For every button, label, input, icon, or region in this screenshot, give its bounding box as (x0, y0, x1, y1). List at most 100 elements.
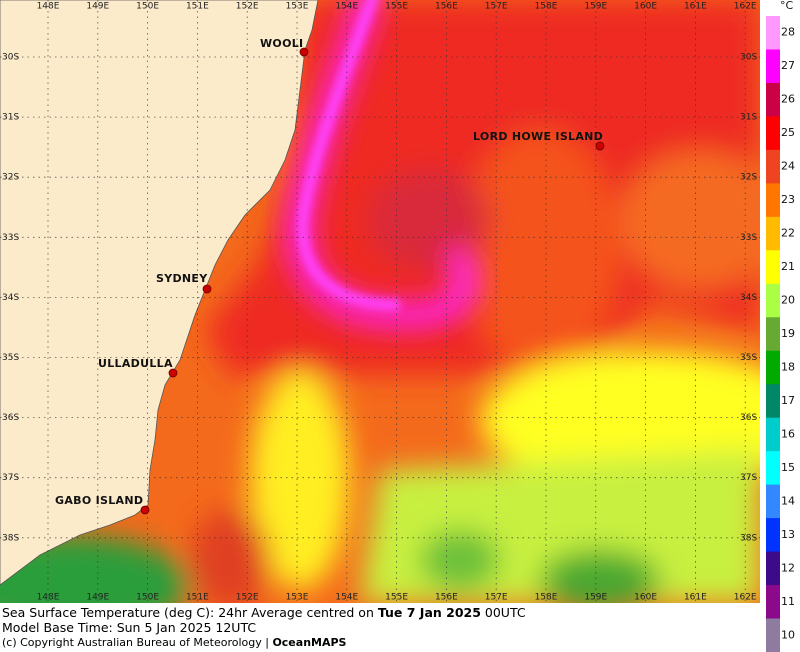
colorbar-label: 13 (781, 528, 795, 541)
place-marker (168, 368, 178, 378)
lon-label: 161E (684, 2, 707, 12)
colorbar-segment (766, 317, 780, 352)
colorbar-label: 27 (781, 59, 795, 72)
lon-label: 161E (684, 593, 707, 603)
lat-label: 34S (740, 293, 757, 303)
lon-label: 152E (236, 593, 259, 603)
caption-time: 00UTC (484, 605, 526, 620)
colorbar-label: 25 (781, 126, 795, 139)
colorbar-segment (766, 216, 780, 251)
lon-label: 155E (385, 593, 408, 603)
lon-label: 162E (734, 593, 757, 603)
lat-label: 32S (740, 173, 757, 183)
lon-label: 153E (286, 593, 309, 603)
lat-label: 30S (740, 53, 757, 63)
brand: OceanMAPS (272, 636, 347, 649)
place-marker (202, 284, 212, 294)
colorbar-label: 28 (781, 26, 795, 39)
colorbar-segment (766, 618, 780, 652)
lon-label: 150E (136, 593, 159, 603)
lon-label: 157E (485, 2, 508, 12)
colorbar-segment (766, 183, 780, 218)
place-marker (140, 505, 150, 515)
colorbar-label: 21 (781, 260, 795, 273)
colorbar-label: 26 (781, 93, 795, 106)
copyright: (c) Copyright Australian Bureau of Meteo… (2, 636, 269, 649)
colorbar-segment (766, 484, 780, 519)
place-marker (595, 141, 605, 151)
place-label: WOOLI (260, 37, 303, 50)
lon-label: 157E (485, 593, 508, 603)
caption-line: (c) Copyright Australian Bureau of Meteo… (2, 635, 526, 650)
colorbar-segment (766, 116, 780, 151)
caption-line: Sea Surface Temperature (deg C): 24hr Av… (2, 605, 526, 620)
colorbar-segment (766, 518, 780, 553)
lon-label: 153E (286, 2, 309, 12)
lon-label: 159E (584, 593, 607, 603)
lat-label: 32S (2, 173, 19, 183)
place-marker (299, 47, 309, 57)
lat-label: 34S (2, 293, 19, 303)
lat-label: 36S (740, 413, 757, 423)
colorbar-label: 23 (781, 193, 795, 206)
land (0, 0, 319, 586)
colorbar-label: 12 (781, 561, 795, 574)
lon-label: 151E (186, 2, 209, 12)
colorbar-label: 17 (781, 394, 795, 407)
lat-label: 37S (740, 473, 757, 483)
colorbar-label: 22 (781, 227, 795, 240)
lon-label: 156E (435, 2, 458, 12)
lon-label: 148E (37, 2, 60, 12)
colorbar-label: 16 (781, 427, 795, 440)
colorbar-label: 24 (781, 160, 795, 173)
lat-label: 33S (740, 233, 757, 243)
lat-label: 36S (2, 413, 19, 423)
place-label: LORD HOWE ISLAND (473, 130, 603, 143)
caption-text: Sea Surface Temperature (deg C): 24hr Av… (2, 605, 374, 620)
lon-label: 160E (634, 593, 657, 603)
lon-label: 154E (335, 2, 358, 12)
lat-label: 35S (740, 353, 757, 363)
lat-label: 31S (2, 113, 19, 123)
colorbar-segment (766, 350, 780, 385)
caption-line: Model Base Time: Sun 5 Jan 2025 12UTC (2, 620, 257, 635)
place-label: ULLADULLA (98, 357, 173, 370)
colorbar-segment (766, 417, 780, 452)
colorbar-segment (766, 283, 780, 318)
colorbar-segment (766, 551, 780, 586)
colorbar-label: 11 (781, 595, 795, 608)
colorbar-label: 14 (781, 494, 795, 507)
lat-label: 33S (2, 233, 19, 243)
lon-label: 149E (86, 2, 109, 12)
colorbar-label: 20 (781, 294, 795, 307)
colorbar-label: 18 (781, 360, 795, 373)
lon-label: 158E (535, 593, 558, 603)
lat-label: 31S (740, 113, 757, 123)
colorbar-segment (766, 451, 780, 486)
colorbar-segment (766, 149, 780, 184)
place-label: SYDNEY (156, 272, 208, 285)
lat-label: 38S (2, 533, 19, 543)
caption: Sea Surface Temperature (deg C): 24hr Av… (2, 605, 526, 650)
caption-date: Tue 7 Jan 2025 (377, 605, 481, 620)
lon-label: 154E (335, 593, 358, 603)
colorbar-segment (766, 49, 780, 84)
lon-label: 160E (634, 2, 657, 12)
sst-field (0, 0, 760, 603)
lon-label: 156E (435, 593, 458, 603)
place-label: GABO ISLAND (55, 494, 143, 507)
lat-label: 35S (2, 353, 19, 363)
lon-label: 155E (385, 2, 408, 12)
lon-label: 148E (37, 593, 60, 603)
lon-label: 151E (186, 593, 209, 603)
colorbar-segment (766, 585, 780, 620)
colorbar-segment (766, 82, 780, 117)
lon-label: 162E (734, 2, 757, 12)
lat-label: 30S (2, 53, 19, 63)
lat-label: 37S (2, 473, 19, 483)
colorbar-segment (766, 16, 780, 50)
colorbar-segment (766, 384, 780, 419)
lon-label: 158E (535, 2, 558, 12)
colorbar-label: 10 (781, 628, 795, 641)
